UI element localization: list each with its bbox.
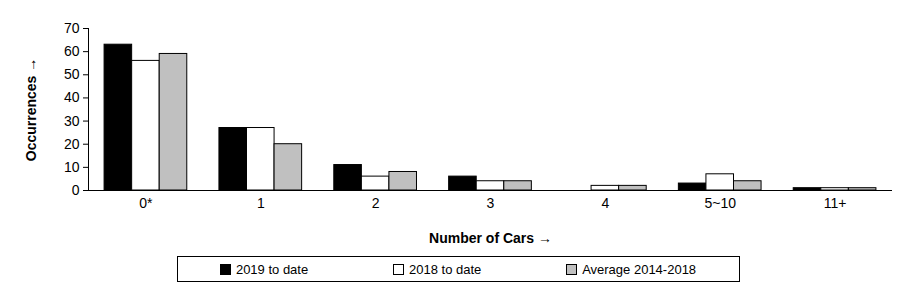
svg-text:Number of Cars →: Number of Cars →: [429, 230, 552, 246]
svg-text:2: 2: [372, 195, 380, 211]
svg-text:30: 30: [64, 113, 80, 129]
svg-text:60: 60: [64, 43, 80, 59]
svg-text:0: 0: [72, 182, 80, 198]
html-text:Average 2014-2018: Average 2014-2018: [582, 261, 697, 277]
svg-text:0*: 0*: [139, 195, 153, 211]
svg-text:Occurrences →: Occurrences →: [23, 58, 39, 162]
svg-text:50: 50: [64, 66, 80, 82]
svg-text:1: 1: [257, 195, 265, 211]
svg-text:11+: 11+: [824, 195, 847, 211]
svg-text:10: 10: [64, 159, 80, 175]
svg-text:3: 3: [487, 195, 495, 211]
svg-text:20: 20: [64, 136, 80, 152]
html-text:2018 to date: 2018 to date: [409, 261, 482, 277]
svg-text:4: 4: [601, 195, 609, 211]
html-text:2019 to date: 2019 to date: [235, 261, 309, 277]
svg-text:70: 70: [64, 20, 80, 36]
svg-text:40: 40: [64, 89, 80, 105]
svg-text:5~10: 5~10: [704, 195, 736, 211]
